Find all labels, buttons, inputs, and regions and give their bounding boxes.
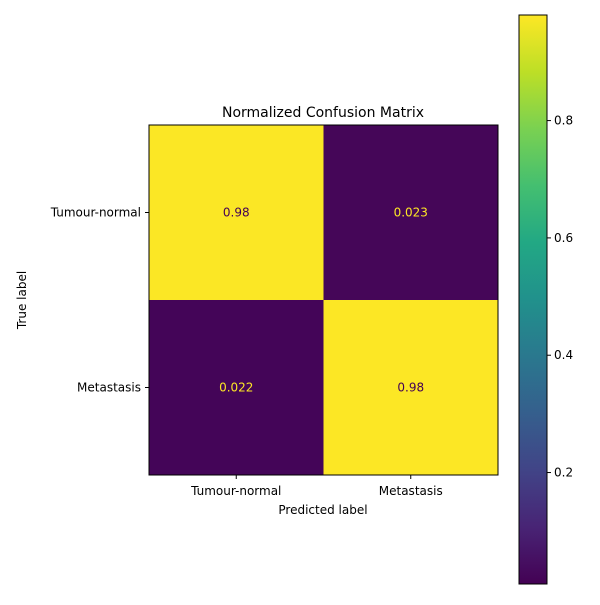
y-tick-label: Tumour-normal (50, 206, 141, 220)
heatmap-cells (149, 125, 499, 476)
x-tick-label: Metastasis (379, 484, 443, 498)
colorbar-tick-label: 0.8 (554, 114, 573, 128)
heatmap-cell-1-1 (323, 300, 499, 476)
x-tick-label: Tumour-normal (190, 484, 281, 498)
chart-title: Normalized Confusion Matrix (222, 105, 424, 121)
heatmap-cell-labels: 0.98 0.023 0.022 0.98 (219, 206, 428, 395)
colorbar (518, 14, 548, 585)
y-axis-ticks: Tumour-normal Metastasis (50, 206, 149, 395)
heatmap-cell-1-0 (149, 300, 324, 476)
heatmap-cell-0-0 (149, 125, 324, 301)
x-axis-ticks: Tumour-normal Metastasis (190, 475, 443, 498)
colorbar-ticks: 0.2 0.4 0.6 0.8 (547, 114, 573, 480)
cell-value-label-0-0: 0.98 (223, 206, 250, 220)
cell-value-label-1-0: 0.022 (219, 381, 253, 395)
plot-frame (148, 124, 499, 476)
cell-value-label-0-1: 0.023 (394, 206, 428, 220)
heatmap-cell-0-1 (323, 125, 499, 301)
y-axis-label: True label (15, 271, 29, 330)
y-tick-label: Metastasis (77, 381, 141, 395)
cell-value-label-1-1: 0.98 (397, 381, 424, 395)
colorbar-tick-label: 0.4 (554, 348, 573, 362)
x-axis-label: Predicted label (278, 503, 367, 517)
colorbar-tick-label: 0.2 (554, 466, 573, 480)
colorbar-tick-label: 0.6 (554, 231, 573, 245)
